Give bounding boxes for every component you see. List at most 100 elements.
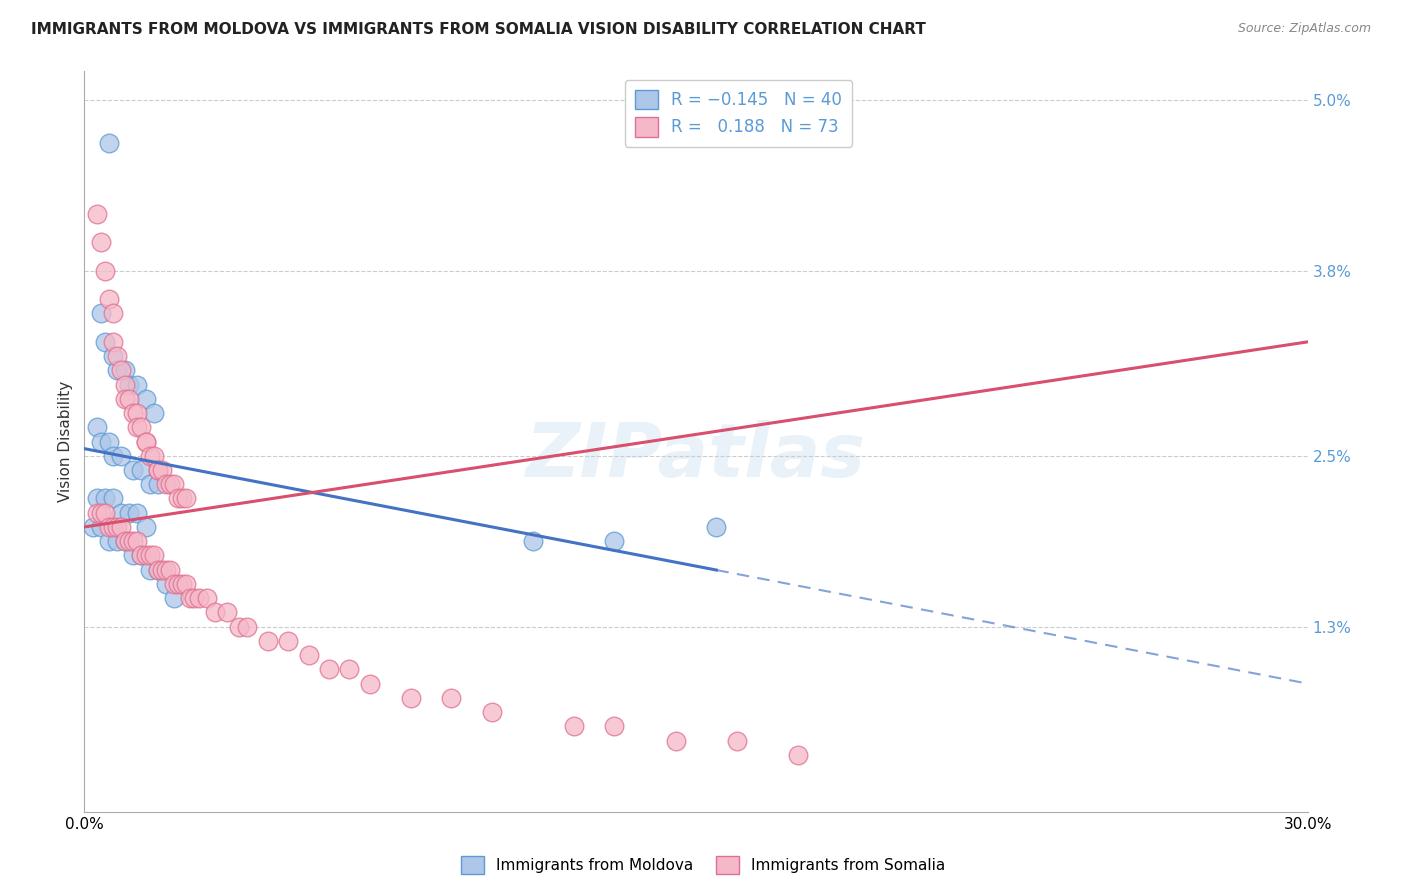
Point bbox=[114, 363, 136, 377]
Point bbox=[138, 563, 160, 577]
Point bbox=[146, 463, 169, 477]
Point bbox=[481, 705, 503, 719]
Point bbox=[105, 534, 128, 549]
Point bbox=[101, 349, 124, 363]
Point bbox=[105, 349, 128, 363]
Legend: R = −0.145   N = 40, R =   0.188   N = 73: R = −0.145 N = 40, R = 0.188 N = 73 bbox=[624, 79, 852, 146]
Point bbox=[86, 491, 108, 506]
Point bbox=[101, 334, 124, 349]
Point bbox=[159, 563, 181, 577]
Point bbox=[82, 520, 104, 534]
Point bbox=[86, 207, 108, 221]
Point bbox=[97, 534, 120, 549]
Point bbox=[93, 263, 115, 277]
Text: Source: ZipAtlas.com: Source: ZipAtlas.com bbox=[1237, 22, 1371, 36]
Point bbox=[114, 534, 136, 549]
Point bbox=[114, 392, 136, 406]
Point bbox=[187, 591, 209, 606]
Point bbox=[135, 434, 157, 449]
Point bbox=[110, 363, 132, 377]
Point bbox=[135, 392, 157, 406]
Point bbox=[97, 520, 120, 534]
Y-axis label: Vision Disability: Vision Disability bbox=[58, 381, 73, 502]
Point bbox=[135, 549, 157, 563]
Point bbox=[86, 506, 108, 520]
Point bbox=[118, 506, 141, 520]
Point bbox=[93, 491, 115, 506]
Point bbox=[101, 449, 124, 463]
Point bbox=[122, 534, 145, 549]
Point bbox=[236, 620, 259, 634]
Point bbox=[93, 506, 115, 520]
Point bbox=[277, 633, 299, 648]
Point bbox=[665, 733, 688, 747]
Point bbox=[127, 406, 149, 420]
Point bbox=[146, 563, 169, 577]
Point bbox=[105, 520, 128, 534]
Text: ZIPatlas: ZIPatlas bbox=[526, 420, 866, 493]
Point bbox=[127, 420, 149, 434]
Point bbox=[90, 506, 112, 520]
Point bbox=[122, 463, 145, 477]
Text: IMMIGRANTS FROM MOLDOVA VS IMMIGRANTS FROM SOMALIA VISION DISABILITY CORRELATION: IMMIGRANTS FROM MOLDOVA VS IMMIGRANTS FR… bbox=[31, 22, 925, 37]
Point bbox=[131, 549, 153, 563]
Point bbox=[135, 434, 157, 449]
Point bbox=[195, 591, 218, 606]
Point bbox=[603, 534, 626, 549]
Point bbox=[150, 563, 173, 577]
Point bbox=[706, 520, 728, 534]
Point bbox=[101, 520, 124, 534]
Point bbox=[163, 577, 186, 591]
Point bbox=[399, 690, 422, 705]
Point bbox=[122, 406, 145, 420]
Legend: Immigrants from Moldova, Immigrants from Somalia: Immigrants from Moldova, Immigrants from… bbox=[454, 850, 952, 880]
Point bbox=[127, 506, 149, 520]
Point bbox=[146, 463, 169, 477]
Point bbox=[127, 377, 149, 392]
Point bbox=[150, 463, 173, 477]
Point bbox=[131, 549, 153, 563]
Point bbox=[135, 520, 157, 534]
Point bbox=[155, 577, 177, 591]
Point bbox=[118, 392, 141, 406]
Point bbox=[146, 477, 169, 491]
Point bbox=[174, 491, 197, 506]
Point bbox=[318, 662, 340, 676]
Point bbox=[155, 477, 177, 491]
Point bbox=[101, 306, 124, 320]
Point bbox=[110, 449, 132, 463]
Point bbox=[167, 577, 190, 591]
Point bbox=[114, 377, 136, 392]
Point bbox=[138, 549, 160, 563]
Point bbox=[118, 534, 141, 549]
Point bbox=[90, 520, 112, 534]
Point bbox=[339, 662, 361, 676]
Point bbox=[86, 420, 108, 434]
Point bbox=[101, 491, 124, 506]
Point bbox=[174, 577, 197, 591]
Point bbox=[172, 491, 194, 506]
Point bbox=[440, 690, 463, 705]
Point bbox=[122, 549, 145, 563]
Point bbox=[118, 377, 141, 392]
Point bbox=[97, 136, 120, 150]
Point bbox=[97, 292, 120, 306]
Point bbox=[159, 477, 181, 491]
Point bbox=[142, 449, 165, 463]
Point bbox=[131, 463, 153, 477]
Point bbox=[97, 434, 120, 449]
Point bbox=[90, 434, 112, 449]
Point bbox=[155, 563, 177, 577]
Point bbox=[114, 534, 136, 549]
Point bbox=[257, 633, 280, 648]
Point bbox=[138, 449, 160, 463]
Point bbox=[163, 477, 186, 491]
Point bbox=[562, 719, 585, 733]
Point bbox=[787, 747, 810, 762]
Point bbox=[228, 620, 250, 634]
Point bbox=[204, 606, 226, 620]
Point bbox=[93, 334, 115, 349]
Point bbox=[105, 363, 128, 377]
Point bbox=[217, 606, 239, 620]
Point bbox=[522, 534, 544, 549]
